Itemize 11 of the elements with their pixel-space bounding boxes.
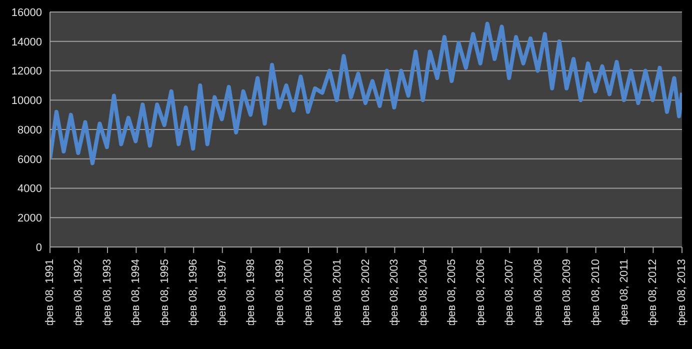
y-tick-label: 14000 bbox=[11, 36, 42, 48]
y-tick-label: 2000 bbox=[18, 212, 42, 225]
y-tick-label: 8000 bbox=[18, 124, 42, 136]
y-tick-label: 12000 bbox=[11, 66, 42, 78]
y-tick-label: 16000 bbox=[11, 6, 42, 19]
y-tick-label: 10000 bbox=[11, 95, 42, 108]
line-series bbox=[50, 22, 682, 166]
y-tick-label: 0 bbox=[36, 242, 42, 254]
y-tick-label: 4000 bbox=[18, 183, 42, 196]
y-tick-label: 6000 bbox=[18, 154, 42, 166]
x-tick-label: фев 08, 2011 bbox=[618, 259, 631, 326]
